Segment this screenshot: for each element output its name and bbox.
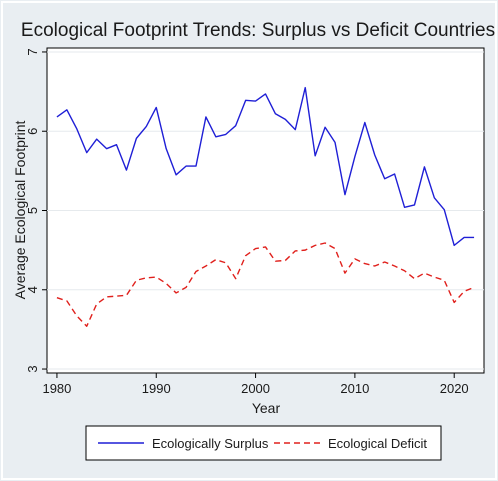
x-axis-label: Year: [252, 400, 281, 416]
series-line-surplus: [56, 86, 475, 247]
y-tick-label-6: 6: [25, 128, 40, 135]
chart-title: Ecological Footprint Trends: Surplus vs …: [21, 20, 495, 41]
legend: Ecologically Surplus Ecological Deficit: [85, 425, 442, 461]
legend-label-surplus: Ecologically Surplus: [152, 436, 269, 451]
axis-ticks: 3 4 5 6 7 1980 1990 2000 2010 2020: [25, 48, 469, 396]
x-tick-label-2000: 2000: [241, 381, 270, 396]
y-tick-label-5: 5: [25, 207, 40, 214]
series-lines: [56, 86, 475, 327]
gridlines: [47, 51, 484, 370]
legend-box: [85, 425, 442, 461]
y-tick-label-4: 4: [25, 286, 40, 293]
x-tick-label-2020: 2020: [440, 381, 469, 396]
y-tick-label-7: 7: [25, 48, 40, 55]
y-tick-label-3: 3: [25, 365, 40, 372]
x-tick-label-1980: 1980: [42, 381, 71, 396]
x-tick-label-1990: 1990: [142, 381, 171, 396]
legend-label-deficit: Ecological Deficit: [328, 436, 427, 451]
series-line-deficit: [56, 242, 475, 327]
x-tick-label-2010: 2010: [340, 381, 369, 396]
y-axis-label: Average Ecological Footprint: [12, 121, 28, 300]
